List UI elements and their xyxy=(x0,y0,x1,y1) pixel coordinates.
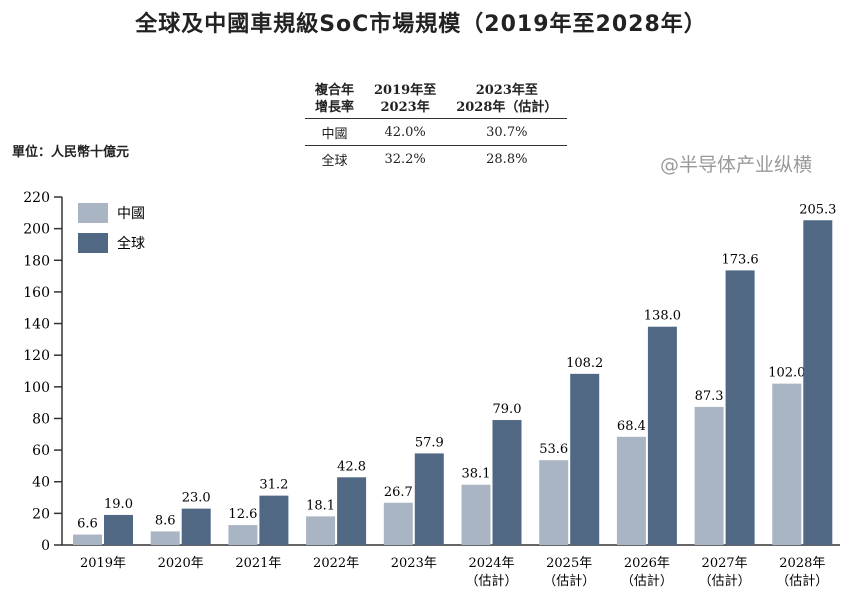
data-label: 205.3 xyxy=(799,202,836,217)
x-tick-label: （估計） xyxy=(621,573,673,589)
cagr-value: 32.2% xyxy=(384,151,426,167)
bar-global xyxy=(181,508,211,545)
bar-global xyxy=(647,326,677,545)
legend-label: 中國 xyxy=(117,206,145,222)
data-label: 173.6 xyxy=(721,252,758,267)
cagr-header-label: 複合年 增長率 xyxy=(305,80,365,119)
data-label: 6.6 xyxy=(77,517,98,532)
x-tick-label: 2022年 xyxy=(313,556,359,571)
y-tick-label: 120 xyxy=(23,348,50,364)
bar-global xyxy=(803,220,833,545)
bar-china xyxy=(694,406,724,545)
x-tick-label: 2024年 xyxy=(468,556,514,571)
data-label: 26.7 xyxy=(384,485,413,500)
y-tick-label: 60 xyxy=(32,443,50,459)
y-tick-label: 200 xyxy=(23,222,50,238)
bar-global xyxy=(492,420,522,545)
bar-china xyxy=(461,484,491,545)
bar-china xyxy=(73,534,102,545)
y-tick-label: 80 xyxy=(32,411,50,427)
x-tick-label: 2023年 xyxy=(391,556,437,571)
legend-label: 全球 xyxy=(117,235,145,252)
data-label: 87.3 xyxy=(695,389,724,404)
bar-china xyxy=(306,516,336,545)
cagr-header-period2: 2023年至 2028年（估計） xyxy=(446,80,568,119)
y-tick-label: 20 xyxy=(32,506,50,522)
data-label: 31.2 xyxy=(259,478,288,493)
x-tick-label: （估計） xyxy=(543,573,595,589)
x-tick-label: 2019年 xyxy=(80,556,126,571)
x-tick-label: 2027年 xyxy=(702,556,748,571)
bar-global xyxy=(725,270,755,545)
y-tick-label: 40 xyxy=(32,475,50,491)
data-label: 18.1 xyxy=(306,498,335,513)
data-label: 19.0 xyxy=(104,497,133,512)
x-tick-label: 2021年 xyxy=(235,556,281,571)
data-label: 79.0 xyxy=(493,402,522,417)
cagr-value: 28.8% xyxy=(486,151,528,167)
cagr-row-label: 全球 xyxy=(321,153,348,169)
bar-global xyxy=(414,453,444,545)
bar-global xyxy=(570,373,600,545)
bar-global xyxy=(104,514,133,545)
data-label: 53.6 xyxy=(539,442,568,457)
x-tick-label: （估計） xyxy=(699,573,751,589)
y-tick-label: 220 xyxy=(23,190,50,206)
cagr-value: 30.7% xyxy=(446,118,568,146)
watermark: @半导体产业纵横 xyxy=(660,154,813,176)
cagr-header-period1: 2019年至 2023年 xyxy=(364,80,447,119)
x-tick-label: 2020年 xyxy=(158,556,204,571)
y-tick-label: 180 xyxy=(23,253,50,269)
x-tick-label: 2028年 xyxy=(779,556,825,571)
bar-china xyxy=(383,502,413,545)
data-label: 8.6 xyxy=(155,513,176,528)
cagr-row-label: 中國 xyxy=(305,118,365,146)
cagr-table: 複合年 增長率 2019年至 2023年 2023年至 2028年（估計） 中國… xyxy=(305,80,568,172)
data-label: 57.9 xyxy=(415,435,444,450)
bar-china xyxy=(228,525,258,545)
legend-swatch-china xyxy=(78,203,108,223)
x-tick-label: 2026年 xyxy=(624,556,670,571)
y-tick-label: 160 xyxy=(23,285,50,301)
cagr-value: 42.0% xyxy=(364,118,447,146)
x-tick-label: 2025年 xyxy=(546,556,592,571)
y-tick-label: 0 xyxy=(41,538,50,554)
legend-swatch-global xyxy=(78,233,108,253)
bar-global xyxy=(337,477,367,545)
x-tick-label: （估計） xyxy=(465,573,517,589)
bar-china xyxy=(150,531,180,545)
y-tick-label: 100 xyxy=(23,380,50,396)
data-label: 23.0 xyxy=(182,491,211,506)
x-tick-label: （估計） xyxy=(776,573,828,589)
data-label: 42.8 xyxy=(337,459,366,474)
unit-label: 單位：人民幣十億元 xyxy=(12,145,130,160)
data-label: 102.0 xyxy=(768,366,805,381)
data-label: 12.6 xyxy=(228,507,257,522)
data-label: 68.4 xyxy=(617,419,646,434)
y-tick-label: 140 xyxy=(23,317,50,333)
bar-china xyxy=(772,383,802,545)
data-label: 138.0 xyxy=(644,309,681,324)
bar-china xyxy=(616,436,646,545)
chart-title: 全球及中國車規級SoC市場規模（2019年至2028年） xyxy=(135,12,707,37)
data-label: 108.2 xyxy=(566,356,603,371)
bar-global xyxy=(259,495,289,545)
bar-china xyxy=(539,460,569,545)
data-label: 38.1 xyxy=(462,467,491,482)
